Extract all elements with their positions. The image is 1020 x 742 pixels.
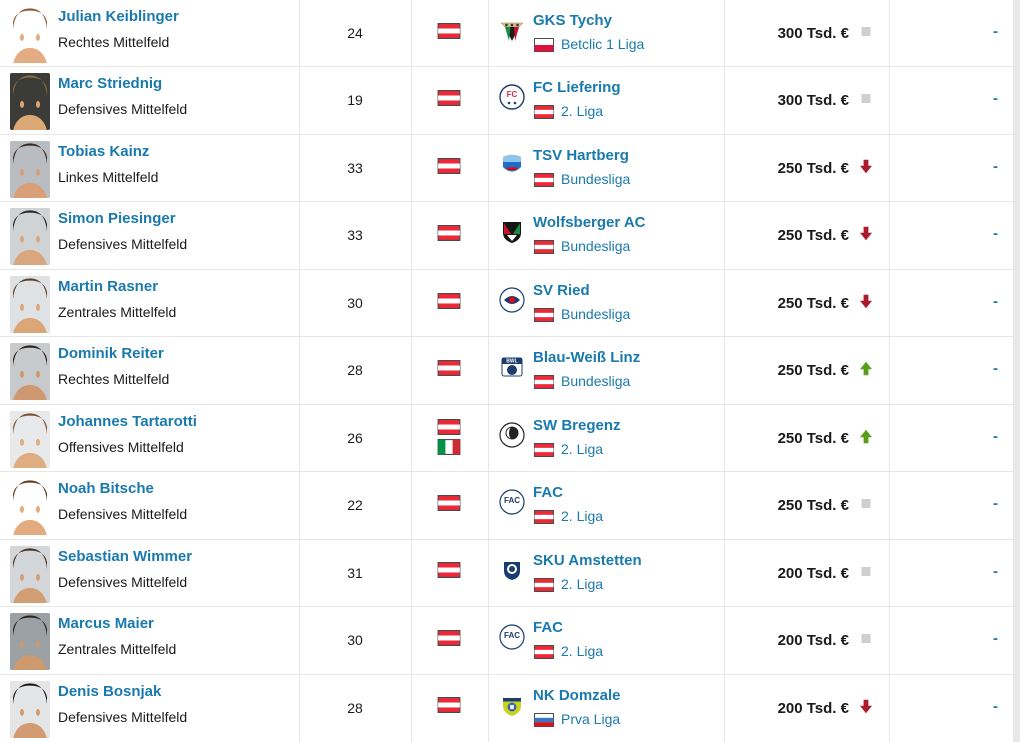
- svg-text:FC: FC: [507, 90, 518, 99]
- svg-text:FAC: FAC: [504, 631, 520, 640]
- svg-text:FAC: FAC: [504, 496, 520, 505]
- svg-text:BWL: BWL: [506, 359, 517, 365]
